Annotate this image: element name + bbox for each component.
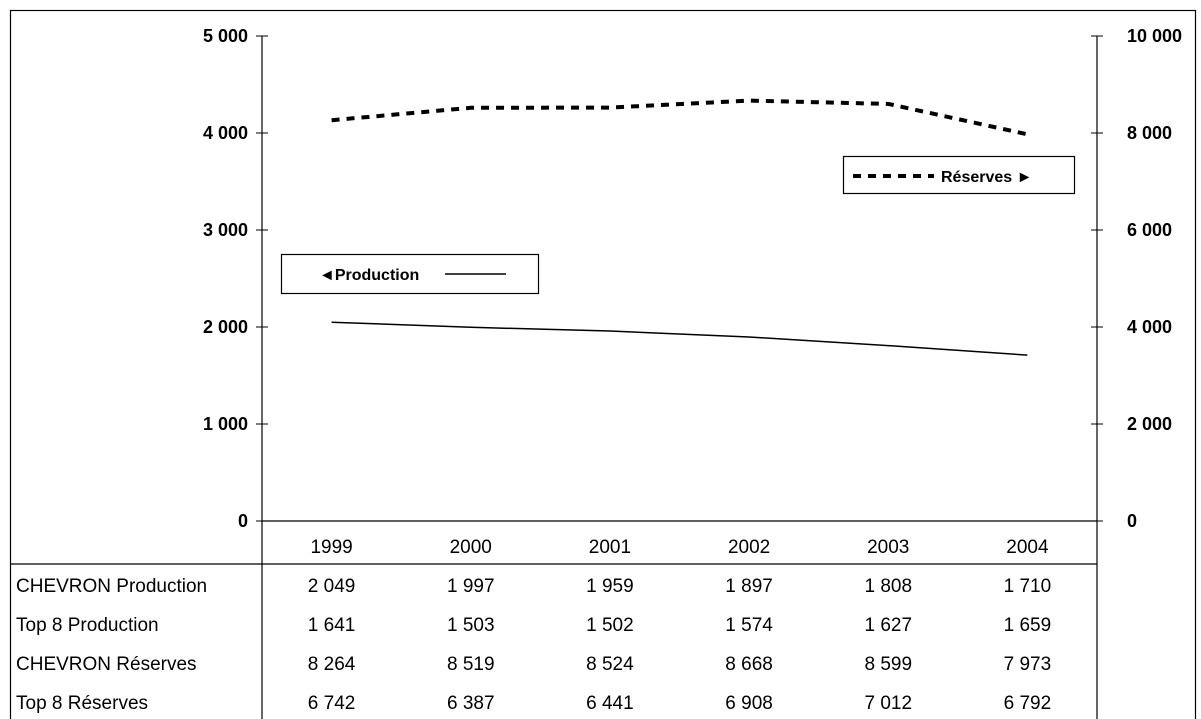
legend-production: ◄Production: [280, 253, 540, 295]
table-cell: 6 908: [725, 693, 773, 714]
right-y-tick-label: 6 000: [1127, 220, 1172, 240]
table-cell: 1 627: [864, 615, 912, 636]
table-cell: 6 387: [447, 693, 495, 714]
table-cell: 6 742: [308, 693, 356, 714]
table-cell: 8 264: [308, 654, 356, 675]
legend-reserves: Réserves ►: [842, 155, 1076, 195]
legend-reserves-box: [842, 155, 1076, 195]
table-cell: 1 659: [1004, 615, 1052, 636]
table-cell: 1 997: [447, 576, 495, 597]
left-y-tick-label: 1 000: [203, 414, 248, 434]
table-cell: 1 808: [864, 576, 912, 597]
left-y-tick-label: 5 000: [203, 26, 248, 46]
legend-reserves-label: Réserves ►: [941, 169, 1032, 186]
series-line-production: [331, 321, 1028, 356]
left-y-tick-label: 3 000: [203, 220, 248, 240]
table-row-label: Top 8 Production: [16, 615, 159, 636]
series-line-r-serves: [331, 98, 1028, 137]
table-cell: 8 519: [447, 654, 495, 675]
table-row-label: CHEVRON Réserves: [16, 654, 197, 675]
table-cell: 1 503: [447, 615, 495, 636]
table-cell: 1 897: [725, 576, 773, 597]
table-cell: 6 792: [1004, 693, 1052, 714]
table-cell: 1 710: [1004, 576, 1052, 597]
table-cell: 1 502: [586, 615, 634, 636]
table-cell: 1 959: [586, 576, 634, 597]
category-label: 2003: [867, 537, 909, 558]
plot-area: 0 1 000 2 000 3 000 4 000 5 000 0 2 000 4 000 6 0…: [203, 26, 1182, 531]
table-cell: 8 668: [725, 654, 773, 675]
data-table: 1999 2000 2001 2002 2003 2004 CHEVRON Producti…: [10, 521, 1098, 719]
table-cell: 1 641: [308, 615, 356, 636]
table-cell: 7 973: [1004, 654, 1052, 675]
table-cell: 8 524: [586, 654, 634, 675]
table-row-label: CHEVRON Production: [16, 576, 207, 597]
table-cell: 2 049: [308, 576, 356, 597]
table-cell: 6 441: [586, 693, 634, 714]
table-cell: 7 012: [864, 693, 912, 714]
right-y-tick-label: 8 000: [1127, 123, 1172, 143]
left-y-tick-label: 0: [238, 511, 248, 531]
right-y-tick-label: 4 000: [1127, 317, 1172, 337]
category-label: 2004: [1006, 537, 1049, 558]
table-row-label: Top 8 Réserves: [16, 693, 148, 714]
right-y-tick-label: 0: [1127, 511, 1137, 531]
category-label: 2002: [728, 537, 770, 558]
table-cell: 8 599: [864, 654, 912, 675]
right-y-tick-label: 10 000: [1127, 26, 1182, 46]
category-label: 1999: [310, 537, 352, 558]
left-y-tick-label: 4 000: [203, 123, 248, 143]
category-label: 2001: [589, 537, 631, 558]
chart-border: [9, 9, 1197, 719]
category-label: 2000: [450, 537, 492, 558]
right-y-tick-label: 2 000: [1127, 414, 1172, 434]
legend-production-label: ◄Production: [319, 267, 419, 284]
left-y-tick-label: 2 000: [203, 317, 248, 337]
table-cell: 1 574: [725, 615, 773, 636]
